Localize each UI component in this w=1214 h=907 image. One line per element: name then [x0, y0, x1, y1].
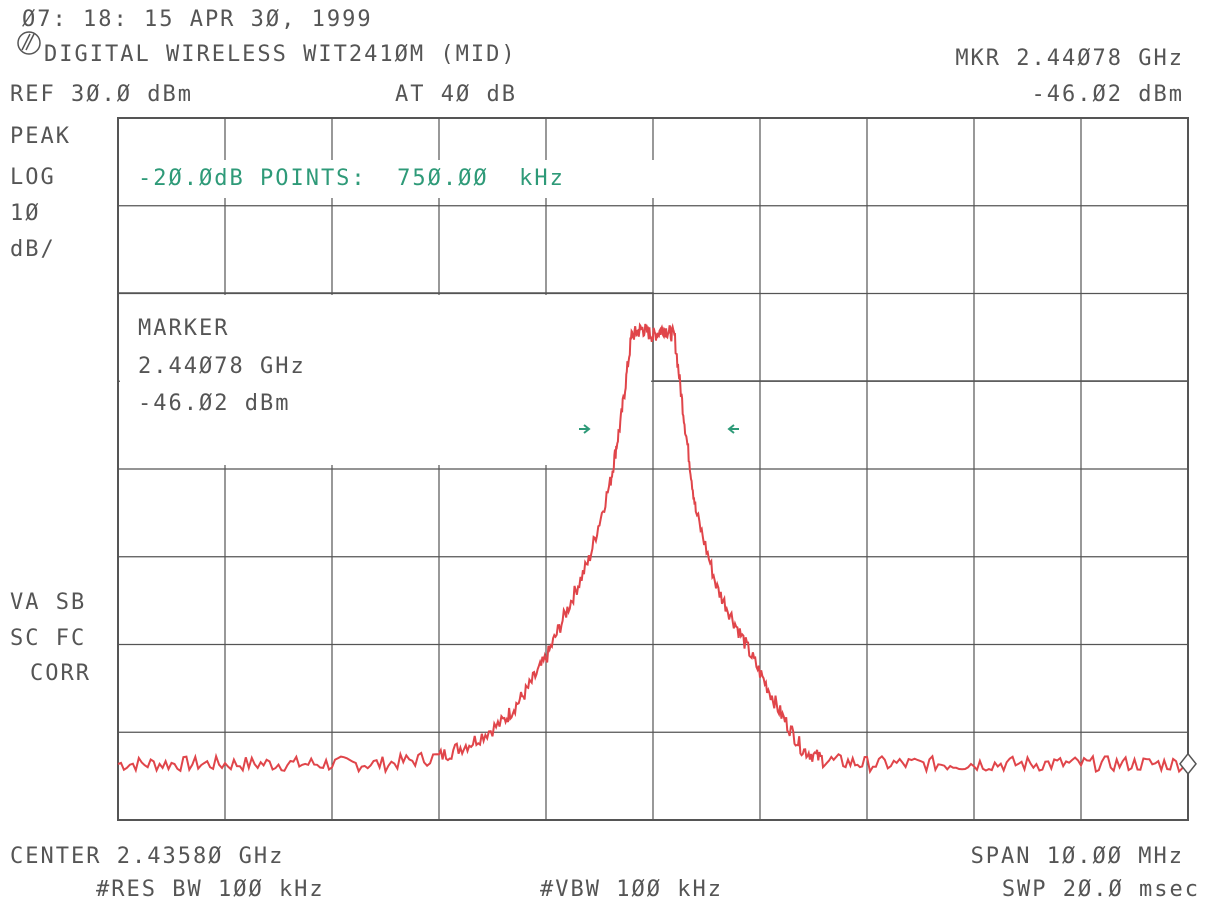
- scale-unit-label: dB/: [10, 237, 56, 262]
- marker-box-background: [120, 295, 651, 465]
- plot-grid: [117, 117, 1189, 821]
- reference-level: REF 3Ø.Ø dBm: [10, 82, 193, 107]
- status-flags-1: VA SB: [10, 590, 87, 615]
- points-annotation-background: [128, 160, 728, 198]
- scale-type-label: LOG: [10, 165, 56, 190]
- status-flags-2: SC FC: [10, 626, 87, 651]
- right-bandwidth-arrow-icon: [727, 424, 739, 434]
- sweep-time: SWP 2Ø.Ø msec: [1001, 877, 1200, 902]
- reference-level-marker: [1179, 752, 1197, 776]
- reference-diamond-icon: [1179, 752, 1197, 776]
- left-bandwidth-arrow-icon: [579, 424, 591, 434]
- marker-level-readout: -46.Ø2 dBm: [1031, 82, 1184, 107]
- attenuation: AT 4Ø dB: [395, 82, 517, 107]
- bandwidth-arrows: [579, 424, 739, 434]
- resolution-bandwidth: #RES BW 1ØØ kHz: [96, 877, 325, 902]
- hp-logo-icon: [17, 31, 41, 55]
- center-frequency: CENTER 2.4358Ø GHz: [10, 844, 285, 869]
- marker-box-title: MARKER: [138, 316, 230, 341]
- marker-box-level: -46.Ø2 dBm: [138, 391, 291, 416]
- spectrum-trace: [117, 322, 1189, 775]
- timestamp: Ø7: 18: 15 APR 3Ø, 1999: [22, 7, 373, 32]
- scale-value-label: 1Ø: [10, 201, 41, 226]
- video-bandwidth: #VBW 1ØØ kHz: [540, 877, 723, 902]
- marker-box-frequency: 2.44Ø78 GHz: [138, 354, 306, 379]
- bandwidth-points-annotation: -2Ø.ØdB POINTS: 75Ø.ØØ kHz: [138, 166, 565, 191]
- frequency-span: SPAN 1Ø.ØØ MHz: [970, 844, 1184, 869]
- trace-title: DIGITAL WIRELESS WIT241ØM (MID): [44, 42, 517, 67]
- detector-label: PEAK: [10, 124, 71, 149]
- status-flags-3: CORR: [30, 661, 91, 686]
- marker-frequency-readout: MKR 2.44Ø78 GHz: [955, 46, 1184, 71]
